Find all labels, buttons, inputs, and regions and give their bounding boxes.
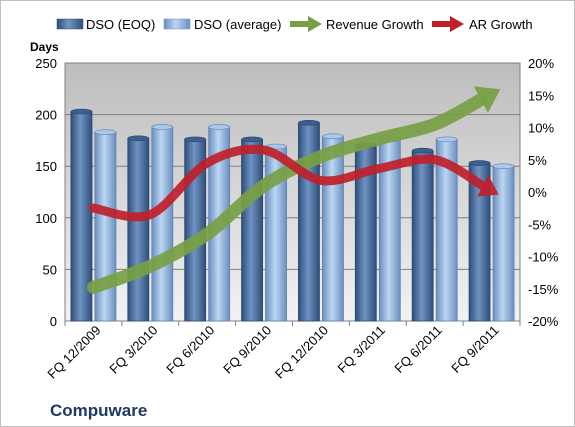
y2-tick-label: 15% xyxy=(528,88,554,103)
legend-label-dso-eoq: DSO (EOQ) xyxy=(86,17,155,32)
bar-dso-average xyxy=(322,135,344,322)
line-revenue-growth xyxy=(86,93,488,294)
legend: DSO (EOQ) DSO (average) Revenue Growth A… xyxy=(56,16,533,32)
y-tick-label: 100 xyxy=(35,211,57,226)
x-tick-label: FQ 3/2010 xyxy=(106,323,160,377)
bar-cap xyxy=(411,147,434,154)
y-tick-label: 250 xyxy=(35,56,57,71)
x-tick-label: FQ 9/2010 xyxy=(220,323,274,377)
bar-cap xyxy=(322,133,344,140)
legend-arrow-revenue-growth xyxy=(290,16,322,32)
bar-cap xyxy=(435,136,458,143)
right-axis-ticks: -20% -15% -10% -5% 0% 5% 10% 15% 20% xyxy=(528,56,559,329)
y-tick-label: 0 xyxy=(50,314,57,329)
bar-dso-eoq xyxy=(127,137,150,322)
y-tick-label: 150 xyxy=(35,159,57,174)
y2-tick-label: -20% xyxy=(528,314,559,329)
x-tick-label: FQ 9/2011 xyxy=(448,323,501,376)
bar-cap xyxy=(492,163,515,169)
arrowhead-ar-growth xyxy=(477,175,499,197)
legend-label-dso-average: DSO (average) xyxy=(194,17,281,32)
y-tick-label: 50 xyxy=(43,262,57,277)
x-axis-ticks: FQ 12/2009 FQ 3/2010 FQ 6/2010 FQ 9/2010FQ … xyxy=(44,321,521,382)
line-ar-growth xyxy=(88,144,488,222)
y2-tick-label: -5% xyxy=(528,217,552,232)
y2-tick-label: 0% xyxy=(528,185,547,200)
bar-dso-average xyxy=(492,165,515,322)
bar-cap xyxy=(241,136,263,143)
bar-cap xyxy=(468,160,491,166)
company-name: Compuware xyxy=(50,401,147,420)
legend-arrow-ar-growth xyxy=(432,16,464,32)
y-axis-title: Days xyxy=(30,40,59,54)
legend-swatch-dso-average xyxy=(163,18,191,30)
y2-tick-label: 20% xyxy=(528,56,554,71)
x-tick-label: FQ 6/2010 xyxy=(163,323,217,377)
bar-cap xyxy=(70,108,93,115)
bar-cap xyxy=(184,136,206,143)
growth-lines xyxy=(86,86,501,294)
y2-tick-label: -10% xyxy=(528,250,559,265)
legend-label-revenue-growth: Revenue Growth xyxy=(326,17,424,32)
left-axis-ticks: 0 50 100 150 200 250 xyxy=(35,56,57,329)
x-tick-label: FQ 3/2011 xyxy=(335,323,388,376)
x-tick-label: FQ 6/2011 xyxy=(391,323,444,376)
x-tick-label: FQ 12/2009 xyxy=(44,323,103,382)
bar-dso-average xyxy=(151,126,174,322)
bar-cap xyxy=(94,129,117,135)
y2-tick-label: 5% xyxy=(528,153,547,168)
bar-series xyxy=(70,108,515,322)
bar-dso-eoq xyxy=(241,138,263,322)
legend-swatch-dso-eoq xyxy=(56,18,84,30)
y-tick-label: 200 xyxy=(35,108,57,123)
bar-cap xyxy=(151,124,174,130)
bar-dso-eoq xyxy=(411,150,434,322)
bar-cap xyxy=(208,124,230,130)
arrowhead-revenue-growth xyxy=(473,86,501,113)
bar-cap xyxy=(127,135,150,142)
legend-label-ar-growth: AR Growth xyxy=(469,17,533,32)
y2-tick-label: 10% xyxy=(528,121,554,136)
bar-cap xyxy=(298,120,320,126)
x-tick-label: FQ 12/2010 xyxy=(272,323,331,382)
y2-tick-label: -15% xyxy=(528,282,559,297)
